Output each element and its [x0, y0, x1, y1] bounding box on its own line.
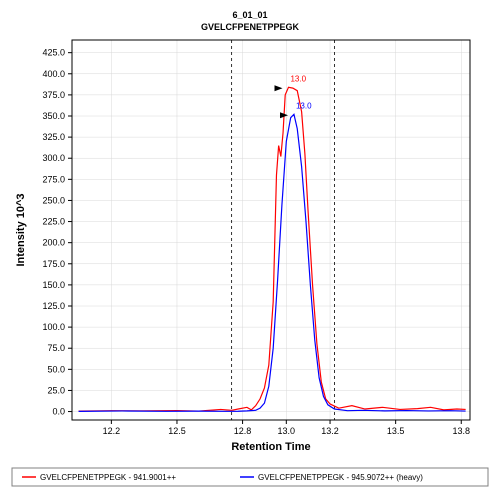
ytick-label: 425.0: [42, 48, 65, 58]
xtick-label: 12.2: [103, 426, 121, 436]
ytick-label: 200.0: [42, 238, 65, 248]
ytick-label: 100.0: [42, 322, 65, 332]
peak-label-blue: 13.0: [296, 101, 312, 110]
xtick-label: 12.5: [168, 426, 186, 436]
ytick-label: 375.0: [42, 90, 65, 100]
ytick-label: 275.0: [42, 174, 65, 184]
ytick-label: 75.0: [47, 343, 65, 353]
ytick-label: 325.0: [42, 132, 65, 142]
ytick-label: 225.0: [42, 217, 65, 227]
ytick-label: 25.0: [47, 385, 65, 395]
chart-svg: 6_01_01 GVELCFPENETPPEGK 13.0 13.0 12.2 12.5 1…: [0, 0, 500, 500]
ytick-label: 400.0: [42, 69, 65, 79]
xtick-label: 13.2: [321, 426, 339, 436]
chart-title-1: 6_01_01: [232, 10, 267, 20]
ytick-label: 300.0: [42, 153, 65, 163]
legend-label: GVELCFPENETPPEGK - 941.9001++: [40, 473, 176, 482]
xtick-label: 12.8: [234, 426, 252, 436]
chart-title-2: GVELCFPENETPPEGK: [201, 22, 300, 32]
xtick-label: 13.5: [387, 426, 405, 436]
y-axis-label: Intensity 10^3: [15, 193, 27, 266]
chart-container: 6_01_01 GVELCFPENETPPEGK 13.0 13.0 12.2 12.5 1…: [0, 0, 500, 500]
xtick-label: 13.0: [278, 426, 296, 436]
ytick-label: 175.0: [42, 259, 65, 269]
ytick-label: 250.0: [42, 195, 65, 205]
x-axis-label: Retention Time: [231, 441, 310, 453]
legend-label: GVELCFPENETPPEGK - 945.9072++ (heavy): [258, 473, 423, 482]
ytick-label: 150.0: [42, 280, 65, 290]
ytick-label: 350.0: [42, 111, 65, 121]
ytick-label: 50.0: [47, 364, 65, 374]
xtick-label: 13.8: [452, 426, 470, 436]
ytick-label: 0.0: [52, 407, 65, 417]
peak-label-red: 13.0: [290, 74, 306, 83]
ytick-label: 125.0: [42, 301, 65, 311]
